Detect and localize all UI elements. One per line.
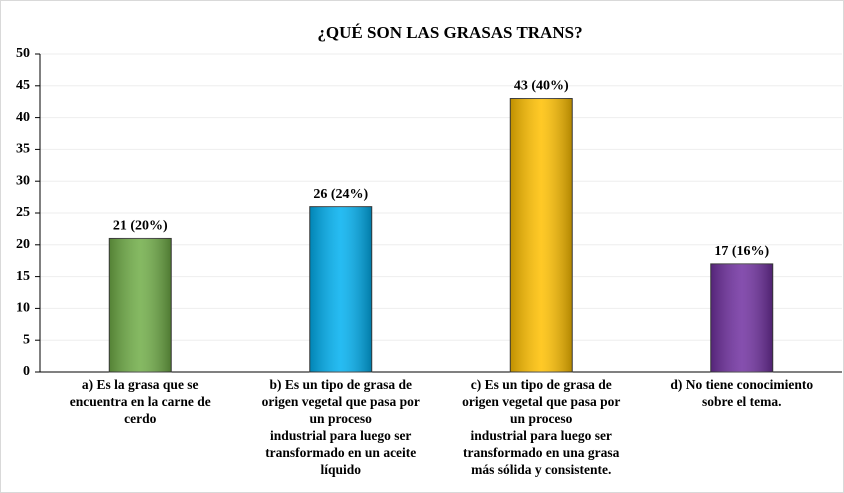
x-tick-label: a) Es la grasa que se encuentra en la ca… xyxy=(69,377,211,426)
bar-shade xyxy=(710,263,773,372)
chart-title: ¿QUÉ SON LAS GRASAS TRANS? xyxy=(317,23,582,42)
x-label-box: d) No tiene conocimiento sobre el tema. xyxy=(670,377,814,409)
y-tick-label: 10 xyxy=(16,301,30,316)
y-tick-label: 0 xyxy=(23,364,30,379)
x-label-box: a) Es la grasa que se encuentra en la ca… xyxy=(69,377,211,426)
bar-shade xyxy=(309,206,372,372)
y-tick-label: 30 xyxy=(16,173,30,188)
y-tick-label: 5 xyxy=(23,332,30,347)
x-tick-label: c) Es un tipo de grasa de origen vegetal… xyxy=(462,377,621,477)
x-label-box: c) Es un tipo de grasa de origen vegetal… xyxy=(462,377,621,477)
bar-shade xyxy=(510,98,573,373)
x-label-box: b) Es un tipo de grasa de origen vegetal… xyxy=(261,377,420,477)
bar-shade xyxy=(109,238,172,372)
value-label: 43 (40%) xyxy=(514,79,569,94)
x-tick-label: d) No tiene conocimiento sobre el tema. xyxy=(670,377,814,409)
y-tick-label: 25 xyxy=(16,205,30,220)
y-tick-label: 35 xyxy=(16,142,30,157)
y-tick-label: 20 xyxy=(16,237,30,252)
value-label: 21 (20%) xyxy=(113,219,168,234)
value-label: 26 (24%) xyxy=(313,187,368,202)
y-tick-label: 40 xyxy=(16,110,30,125)
y-tick-label: 50 xyxy=(16,46,30,61)
y-tick-label: 15 xyxy=(16,269,30,284)
value-label: 17 (16%) xyxy=(714,244,769,259)
x-tick-label: b) Es un tipo de grasa de origen vegetal… xyxy=(261,377,420,477)
y-tick-label: 45 xyxy=(16,78,30,93)
